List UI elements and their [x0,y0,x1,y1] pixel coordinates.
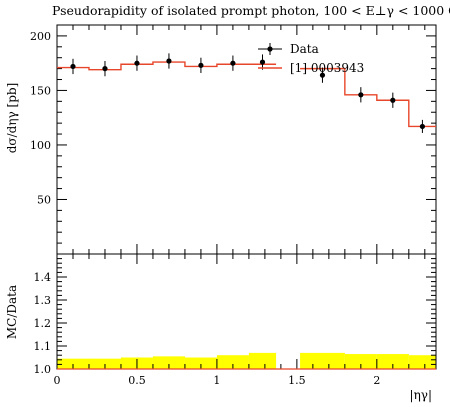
legend-data-marker [267,46,273,52]
main-frame [56,24,437,255]
ratio-y-tick-label: 1.4 [34,271,52,284]
legend-data-label: Data [290,42,319,56]
data-point [259,59,266,65]
y-tick-label: 50 [37,193,51,206]
data-point [134,60,140,66]
x-axis-label: |ηγ| [410,388,432,402]
ratio-band-bin [344,354,377,369]
data-point [390,97,396,103]
ratio-band-bin [376,354,409,369]
y-tick-label: 100 [30,139,51,152]
ratio-band-bin [184,357,217,369]
ratio-band-bin [408,355,436,369]
x-tick-label: 1 [213,374,220,387]
ratio-band-bin [216,355,249,369]
x-tick-label: 1.5 [288,374,306,387]
main-panel: 50 100 150 200 [30,24,437,255]
ratio-y-tick-label: 1.3 [34,294,52,307]
data-point [358,92,364,98]
ratio-band-bin [152,356,185,369]
ratio-y-tick-label: 1.2 [34,317,52,330]
mc-histogram-line [57,61,436,128]
ratio-y-tick-label: 1.0 [34,363,52,376]
y-tick-label: 150 [30,84,51,97]
data-point [419,123,426,130]
ratio-y-axis-label: MC/Data [5,285,19,339]
y-tick-label: 200 [30,30,51,43]
ratio-y-tick-label: 1.1 [34,340,52,353]
x-tick-label: 0 [54,374,61,387]
x-tick-label: 0.5 [128,374,146,387]
ratio-band-bin [88,358,121,369]
chart-title: Pseudorapidity of isolated prompt photon… [52,3,450,18]
ratio-frame [56,253,437,370]
data-point [70,63,76,70]
data-point [102,66,108,72]
data-point [166,58,172,64]
legend-mc-label: [1] 0003943 [290,61,364,75]
y-axis-label: dσ/dηγ [pb] [5,83,19,154]
ratio-band-bin [57,358,89,369]
ratio-band-bin [300,352,345,369]
data-point [319,72,326,78]
data-point [230,60,236,66]
ratio-band-bin [248,352,277,369]
legend: Data [1] 0003943 [258,42,364,75]
data-point [198,62,204,68]
ratio-panel: 0 0.5 1 1.5 2 1.0 1.1 1.2 1.3 1.4 [34,253,437,387]
x-tick-label: 2 [373,374,380,387]
